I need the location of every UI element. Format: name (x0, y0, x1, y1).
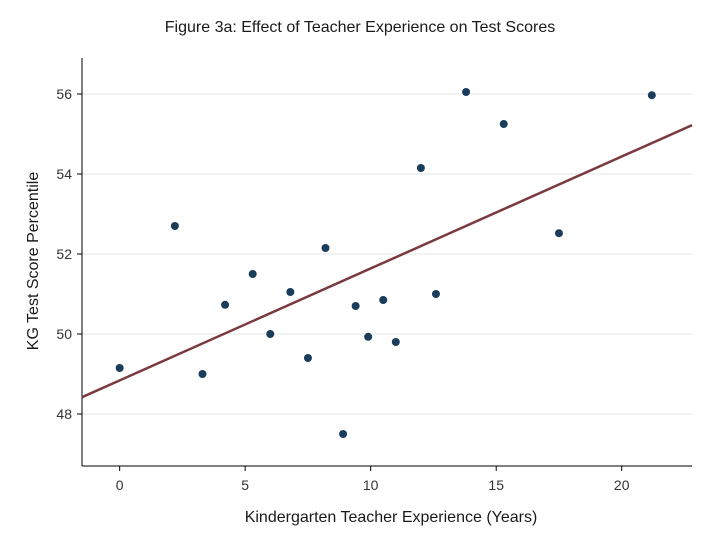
fit-line (81, 124, 693, 399)
fit-line-layer (81, 124, 693, 399)
data-point-0 (115, 364, 124, 372)
gridlines (82, 93, 692, 415)
data-point-7 (303, 354, 312, 362)
axes (77, 58, 692, 471)
chart-title: Figure 3a: Effect of Teacher Experience … (165, 19, 555, 36)
data-point-15 (431, 290, 440, 298)
data-point-4 (248, 270, 257, 278)
data-point-6 (286, 288, 295, 296)
data-point-17 (499, 120, 508, 128)
x-axis-label: Kindergarten Teacher Experience (Years) (245, 509, 538, 526)
data-point-11 (364, 332, 373, 341)
data-point-1 (170, 222, 179, 230)
y-tick-label-52: 52 (56, 246, 72, 262)
y-tick-label-54: 54 (56, 166, 72, 182)
data-point-16 (462, 88, 471, 96)
data-point-2 (198, 370, 207, 378)
x-tick-label-15: 15 (488, 477, 504, 493)
y-tick-label-56: 56 (56, 86, 72, 102)
data-point-18 (554, 229, 563, 238)
data-point-8 (321, 244, 330, 252)
data-point-12 (379, 296, 388, 304)
x-tick-label-0: 0 (116, 477, 124, 493)
data-points (115, 88, 656, 438)
x-tick-label-10: 10 (363, 477, 379, 493)
data-point-19 (647, 91, 656, 100)
data-point-14 (416, 164, 425, 172)
x-tick-label-5: 5 (241, 477, 249, 493)
data-point-3 (221, 300, 230, 309)
data-point-9 (339, 430, 348, 438)
x-tick-label-20: 20 (614, 477, 630, 493)
data-point-5 (266, 330, 275, 338)
y-tick-label-48: 48 (56, 406, 72, 422)
y-axis-label: KG Test Score Percentile (25, 172, 42, 351)
data-point-13 (391, 338, 400, 346)
data-point-10 (351, 302, 360, 310)
tick-labels: 48 50 52 54 56 0 5 10 15 20 (56, 86, 629, 493)
y-tick-label-50: 50 (56, 326, 72, 342)
